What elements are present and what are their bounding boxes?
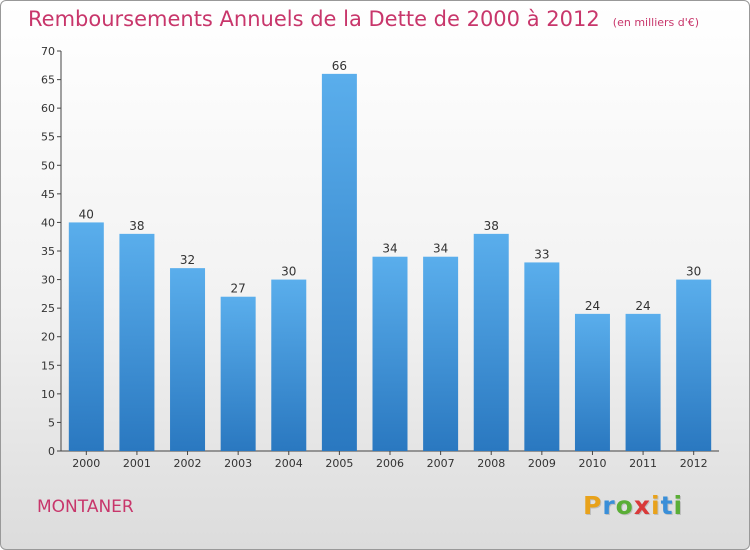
y-tick-label: 15 bbox=[41, 359, 55, 372]
y-tick-label: 10 bbox=[41, 388, 55, 401]
chart-title: Remboursements Annuels de la Dette de 20… bbox=[28, 7, 600, 31]
logo-letter: r bbox=[602, 491, 616, 520]
x-tick-label: 2011 bbox=[629, 457, 657, 470]
bar-value-label: 34 bbox=[382, 242, 397, 256]
y-tick-label: 60 bbox=[41, 102, 55, 115]
y-tick-label: 45 bbox=[41, 188, 55, 201]
bar-value-label: 30 bbox=[281, 265, 296, 279]
x-tick-label: 2002 bbox=[174, 457, 202, 470]
logo-letter: i bbox=[673, 491, 684, 520]
x-tick-label: 2008 bbox=[477, 457, 505, 470]
title-row: Remboursements Annuels de la Dette de 20… bbox=[28, 7, 699, 31]
bar-value-label: 24 bbox=[635, 299, 650, 313]
x-tick-label: 2009 bbox=[528, 457, 556, 470]
bar bbox=[676, 279, 712, 451]
commune-name: MONTANER bbox=[37, 497, 134, 517]
y-tick-label: 30 bbox=[41, 274, 55, 287]
bar bbox=[423, 256, 459, 451]
logo-letter: o bbox=[615, 491, 634, 520]
y-tick-label: 70 bbox=[41, 45, 55, 58]
y-tick-label: 65 bbox=[41, 74, 55, 87]
bar bbox=[574, 313, 610, 451]
bar bbox=[473, 233, 509, 451]
bar bbox=[170, 268, 206, 451]
x-tick-label: 2007 bbox=[427, 457, 455, 470]
x-tick-label: 2004 bbox=[275, 457, 303, 470]
bar bbox=[119, 233, 155, 451]
chart-unit: (en milliers d'€) bbox=[612, 16, 700, 29]
x-tick-label: 2012 bbox=[680, 457, 708, 470]
logo-letter: i bbox=[651, 491, 661, 520]
bar bbox=[524, 262, 560, 451]
x-tick-label: 2003 bbox=[224, 457, 252, 470]
bar-value-label: 34 bbox=[433, 242, 448, 256]
bar-value-label: 27 bbox=[231, 282, 246, 296]
logo-letter: x bbox=[633, 491, 651, 520]
bar-value-label: 66 bbox=[332, 59, 347, 73]
bar bbox=[68, 222, 104, 451]
proxiti-logo: Proxiti bbox=[583, 491, 683, 520]
x-tick-label: 2001 bbox=[123, 457, 151, 470]
logo-letter: P bbox=[583, 491, 603, 520]
x-tick-label: 2005 bbox=[325, 457, 353, 470]
bar-value-label: 40 bbox=[79, 207, 94, 221]
y-tick-label: 40 bbox=[41, 216, 55, 229]
bar bbox=[321, 73, 357, 451]
bar bbox=[625, 313, 661, 451]
bar bbox=[220, 296, 256, 451]
logo-letter: t bbox=[660, 491, 674, 520]
bar-value-label: 38 bbox=[484, 219, 499, 233]
bar bbox=[271, 279, 307, 451]
bar-value-label: 24 bbox=[585, 299, 600, 313]
bar-value-label: 32 bbox=[180, 253, 195, 267]
y-tick-label: 0 bbox=[48, 445, 55, 458]
y-tick-label: 25 bbox=[41, 302, 55, 315]
y-tick-label: 50 bbox=[41, 159, 55, 172]
y-tick-label: 20 bbox=[41, 331, 55, 344]
bar-value-label: 30 bbox=[686, 265, 701, 279]
x-tick-label: 2006 bbox=[376, 457, 404, 470]
x-tick-label: 2000 bbox=[72, 457, 100, 470]
y-tick-label: 35 bbox=[41, 245, 55, 258]
bar-value-label: 38 bbox=[129, 219, 144, 233]
bar bbox=[372, 256, 408, 451]
y-tick-label: 55 bbox=[41, 131, 55, 144]
bar-value-label: 33 bbox=[534, 247, 549, 261]
y-tick-label: 5 bbox=[48, 416, 55, 429]
x-tick-label: 2010 bbox=[578, 457, 606, 470]
